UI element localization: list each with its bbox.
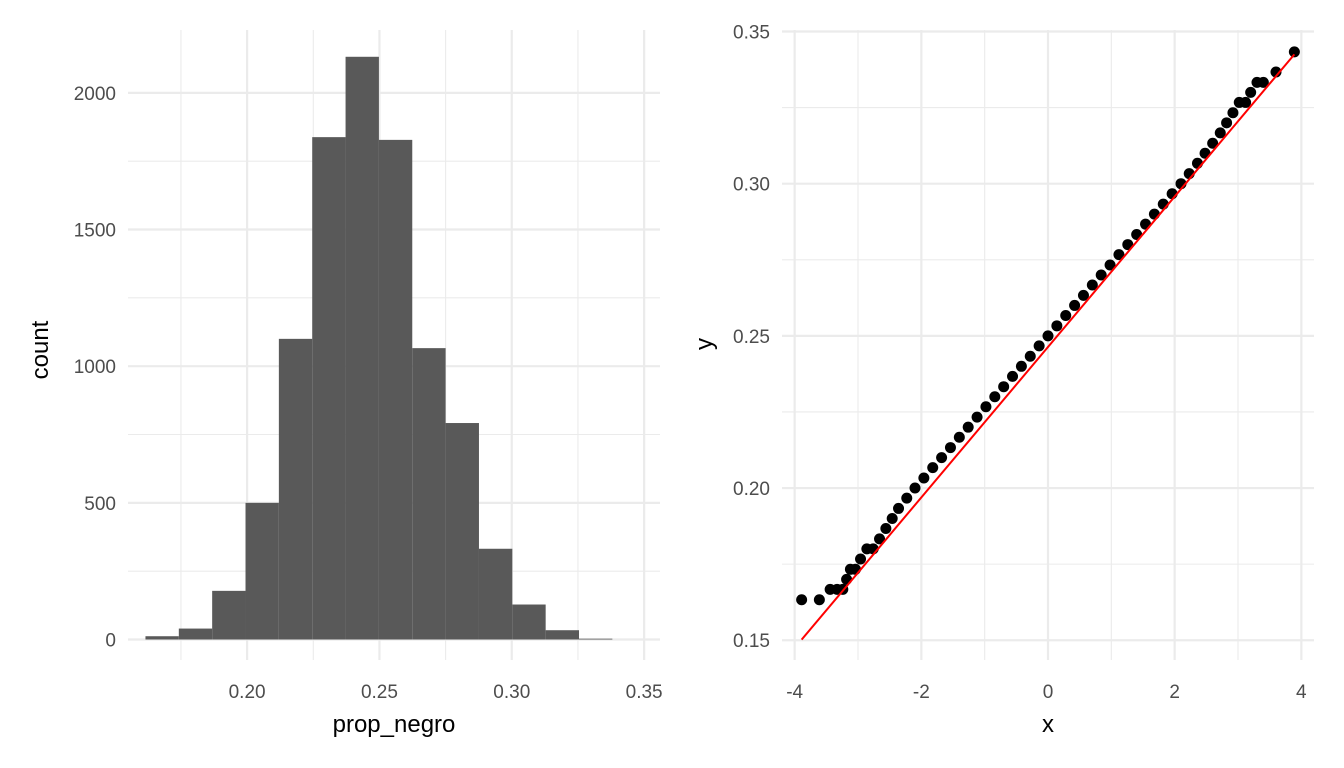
qq-point: [901, 492, 913, 504]
histogram-bars: [145, 56, 613, 640]
qq-point: [1007, 370, 1019, 382]
qq-point: [927, 462, 939, 474]
qq-point: [1288, 46, 1300, 58]
qq-point: [849, 563, 861, 575]
qq-point: [918, 472, 930, 484]
histogram-bar: [512, 604, 546, 640]
qq-point: [1024, 350, 1036, 362]
qq-point: [1069, 299, 1081, 311]
qq-point: [1257, 76, 1269, 88]
histogram-bar: [178, 628, 213, 640]
qq-point: [989, 391, 1001, 403]
qq-y-tick-label: 0.35: [733, 23, 770, 44]
histogram-bar: [545, 630, 580, 640]
qq-point: [944, 442, 956, 454]
qq-point: [796, 594, 808, 606]
qq-point: [1245, 86, 1257, 98]
histogram-bar: [378, 139, 413, 640]
histogram-bar: [412, 348, 446, 640]
qq-point: [855, 553, 867, 565]
qq-plot-y-axis-title: y: [691, 338, 718, 350]
qq-point: [1015, 360, 1027, 372]
histogram-y-tick-labels: 0 500 1000 1500 2000: [74, 84, 116, 652]
histogram-y-axis-title: count: [27, 320, 54, 379]
qq-point: [980, 401, 992, 413]
qq-point: [1060, 309, 1072, 321]
qq-point: [1270, 66, 1282, 78]
qq-point: [1113, 249, 1125, 261]
qq-plot-panel: -4 -2 0 2 4 0.15 0.20 0.25 0.30 0.35 x y: [691, 23, 1314, 738]
histogram-bar: [579, 638, 613, 640]
qq-plot-points: [796, 46, 1300, 606]
qq-point: [1207, 137, 1219, 149]
qq-point: [1227, 107, 1239, 119]
histogram-x-axis-title: prop_negro: [333, 711, 456, 738]
histogram-x-tick-label: 0.30: [493, 682, 530, 703]
qq-x-tick-label: -4: [786, 682, 803, 703]
histogram-bar: [345, 56, 379, 640]
histogram-bar: [478, 548, 513, 640]
histogram-bar: [212, 590, 246, 640]
qq-point: [1042, 330, 1054, 342]
histogram-bar: [278, 338, 313, 640]
qq-point: [1221, 117, 1233, 129]
qq-y-tick-label: 0.25: [733, 327, 770, 348]
qq-point: [909, 482, 921, 494]
qq-point: [1148, 208, 1160, 220]
qq-point: [936, 452, 948, 464]
qq-point: [1086, 279, 1098, 291]
qq-x-tick-label: -2: [913, 682, 930, 703]
qq-point: [1051, 320, 1063, 332]
qq-point: [874, 533, 886, 545]
qq-point: [893, 502, 905, 514]
histogram-bar: [145, 636, 179, 640]
qq-point: [971, 411, 983, 423]
qq-point: [1122, 239, 1134, 251]
histogram-y-tick-label: 500: [84, 494, 116, 515]
qq-y-tick-label: 0.30: [733, 175, 770, 196]
qq-y-tick-label: 0.20: [733, 479, 770, 500]
histogram-panel: 0.20 0.25 0.30 0.35 0 500 1000 1500 2000 prop_n…: [27, 30, 663, 738]
qq-point: [1095, 269, 1107, 281]
histogram-x-tick-label: 0.20: [229, 682, 266, 703]
histogram-x-tick-label: 0.25: [361, 682, 398, 703]
histogram-bar: [445, 423, 479, 640]
qq-point: [880, 523, 892, 535]
qq-point: [1104, 259, 1116, 271]
histogram-bar: [245, 502, 279, 640]
qq-plot-x-axis-title: x: [1042, 711, 1054, 738]
qq-point: [1214, 127, 1226, 139]
qq-point: [841, 573, 853, 585]
qq-x-tick-label: 0: [1043, 682, 1054, 703]
histogram-bar: [312, 137, 346, 640]
qq-point: [1191, 157, 1203, 169]
histogram-y-tick-label: 2000: [74, 84, 116, 105]
qq-point: [1033, 340, 1045, 352]
qq-plot-y-tick-labels: 0.15 0.20 0.25 0.30 0.35: [733, 23, 770, 653]
qq-point: [962, 421, 974, 433]
qq-x-tick-label: 2: [1169, 682, 1180, 703]
histogram-x-tick-labels: 0.20 0.25 0.30 0.35: [229, 682, 663, 703]
qq-point: [1077, 289, 1089, 301]
histogram-y-tick-label: 0: [105, 631, 116, 652]
qq-x-tick-label: 4: [1296, 682, 1307, 703]
qq-point: [998, 381, 1010, 393]
qq-point: [1240, 96, 1252, 108]
histogram-y-tick-label: 1500: [74, 221, 116, 242]
qq-plot-x-tick-labels: -4 -2 0 2 4: [786, 682, 1307, 703]
qq-reference-line: [800, 53, 1296, 641]
histogram-x-tick-label: 0.35: [626, 682, 663, 703]
qq-point: [886, 512, 898, 524]
qq-point: [953, 431, 965, 443]
histogram-y-tick-label: 1000: [74, 357, 116, 378]
qq-point: [813, 594, 825, 606]
qq-plot-gridlines: [782, 30, 1314, 660]
qq-y-tick-label: 0.15: [733, 631, 770, 652]
